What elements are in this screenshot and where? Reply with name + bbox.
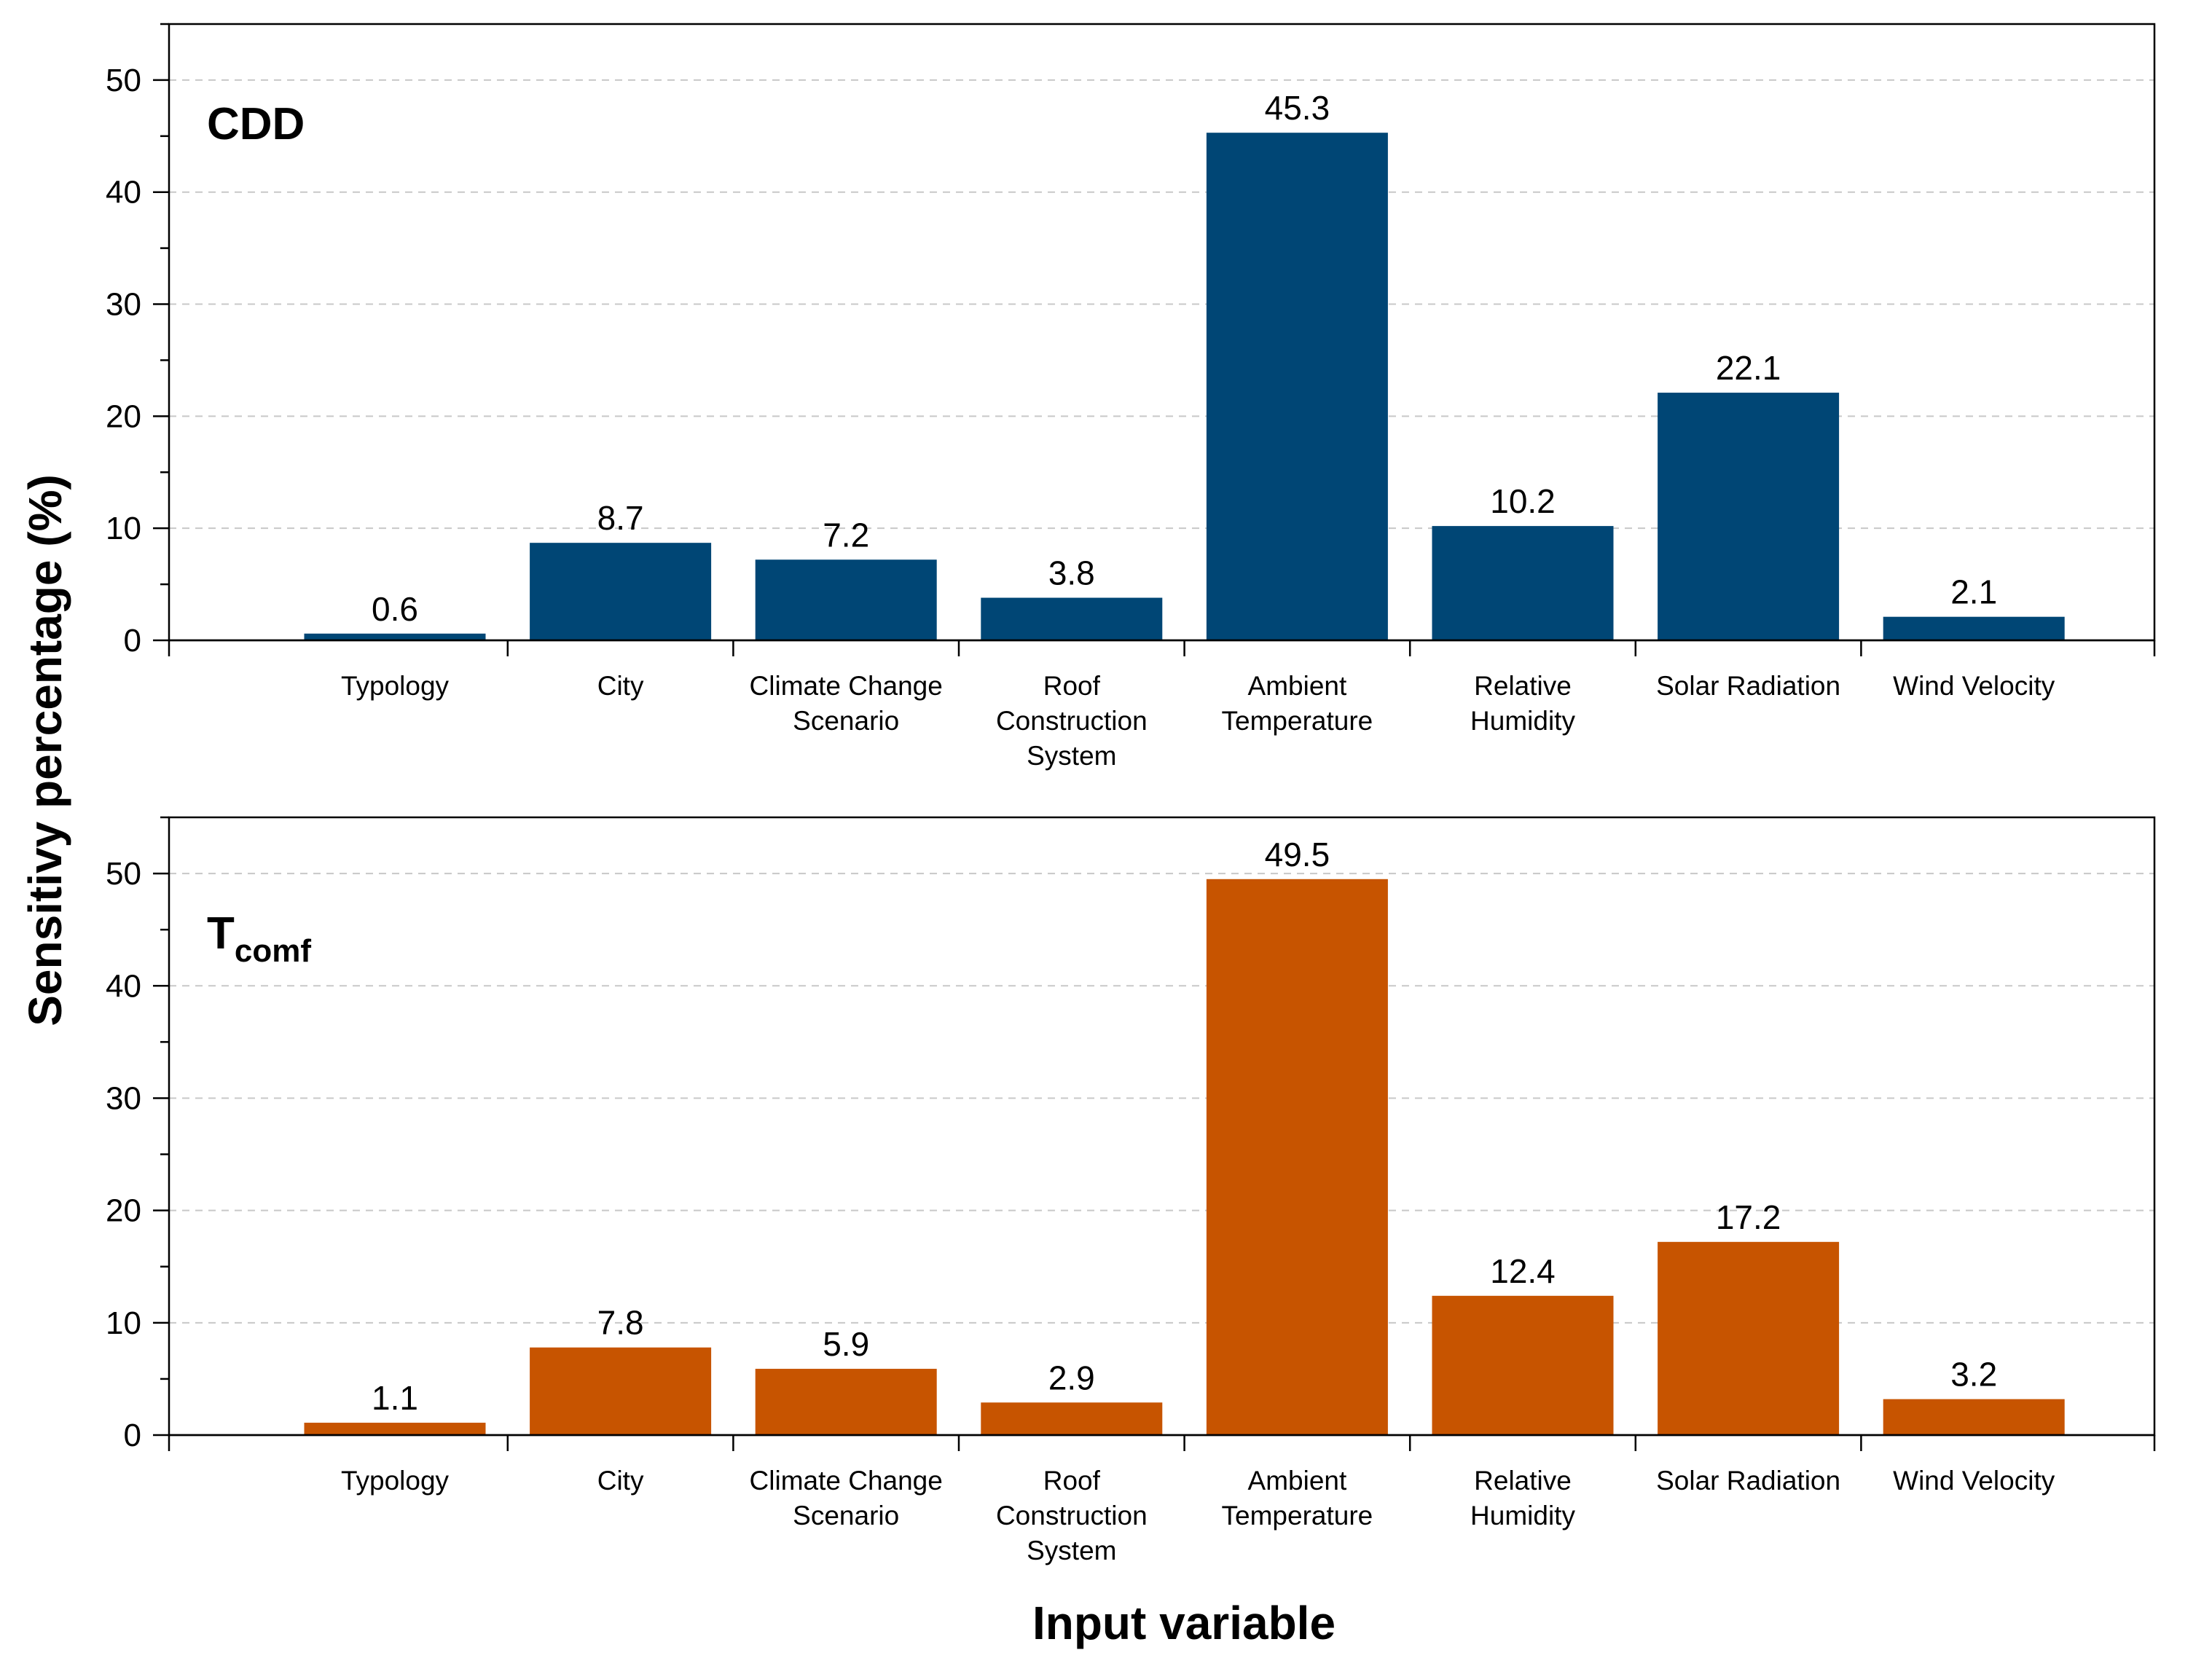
cdd-value-label: 7.2 <box>823 516 869 554</box>
category-label-line: Construction <box>996 1501 1148 1531</box>
tcomf-panel-title: Tcomf <box>207 908 311 969</box>
tcomf-bar <box>1432 1295 1614 1435</box>
cdd-bar <box>530 543 712 640</box>
cdd-category-label: Relative Humidity <box>1470 671 1575 736</box>
cdd-panel-title: CDD <box>207 99 305 149</box>
category-label-line: Humidity <box>1470 1501 1575 1531</box>
y-tick-label: 20 <box>106 398 141 434</box>
y-tick-label: 30 <box>106 1080 141 1116</box>
category-label-line: Scenario <box>793 1501 899 1531</box>
y-tick-label: 0 <box>124 623 141 659</box>
tcomf-value-label: 17.2 <box>1716 1198 1781 1236</box>
cdd-value-label: 8.7 <box>597 499 644 537</box>
category-label-line: Relative <box>1474 1466 1572 1496</box>
tcomf-value-label: 2.9 <box>1048 1359 1095 1396</box>
tcomf-value-label: 12.4 <box>1490 1252 1556 1290</box>
category-label-line: Humidity <box>1470 706 1575 736</box>
tcomf-value-label: 7.8 <box>597 1304 644 1342</box>
tcomf-bar <box>304 1423 486 1435</box>
tcomf-bar <box>1883 1399 2065 1435</box>
tcomf-category-label: Wind Velocity <box>1893 1466 2055 1496</box>
tcomf-value-label: 49.5 <box>1265 836 1330 873</box>
category-label-line: System <box>1027 1536 1116 1565</box>
category-label-line: Temperature <box>1222 1501 1373 1531</box>
category-label-line: Temperature <box>1222 706 1373 736</box>
cdd-bar <box>1883 616 2065 640</box>
cdd-category-label: Roof Construction System <box>996 671 1148 771</box>
tcomf-bar <box>530 1347 712 1435</box>
cdd-value-label: 10.2 <box>1490 482 1556 520</box>
category-label-line: Typology <box>341 671 450 701</box>
tcomf-category-label: Roof Construction System <box>996 1466 1148 1565</box>
category-label-line: City <box>597 1466 644 1496</box>
category-label-line: Typology <box>341 1466 450 1496</box>
cdd-category-label: Typology <box>341 671 450 701</box>
tcomf-category-label: Solar Radiation <box>1656 1466 1840 1496</box>
panel-title-main: CDD <box>207 99 305 149</box>
tcomf-category-label: Relative Humidity <box>1470 1466 1575 1531</box>
y-tick-label: 20 <box>106 1193 141 1229</box>
x-axis-title: Input variable <box>1032 1597 1336 1649</box>
y-tick-label: 40 <box>106 175 141 211</box>
y-tick-label: 50 <box>106 63 141 98</box>
category-label-line: City <box>597 671 644 701</box>
cdd-category-label: City <box>597 671 644 701</box>
category-label-line: System <box>1027 741 1116 771</box>
category-label-line: Climate Change <box>750 671 943 701</box>
y-tick-label: 10 <box>106 1305 141 1341</box>
tcomf-category-label: Typology <box>341 1466 450 1496</box>
cdd-category-label: Wind Velocity <box>1893 671 2055 701</box>
cdd-bar <box>755 559 937 640</box>
cdd-bar <box>1658 393 1840 640</box>
cdd-value-label: 45.3 <box>1265 89 1330 127</box>
category-label-line: Scenario <box>793 706 899 736</box>
tcomf-category-label: Ambient Temperature <box>1222 1466 1373 1531</box>
cdd-bar <box>304 633 486 640</box>
category-label-line: Solar Radiation <box>1656 1466 1840 1496</box>
category-label-line: Wind Velocity <box>1893 671 2055 701</box>
tcomf-bar <box>1206 879 1388 1435</box>
category-label-line: Climate Change <box>750 1466 943 1496</box>
tcomf-value-label: 1.1 <box>372 1379 418 1417</box>
cdd-value-label: 0.6 <box>372 590 418 628</box>
y-tick-label: 30 <box>106 287 141 323</box>
cdd-value-label: 3.8 <box>1048 554 1095 592</box>
cdd-panel: 0.6 8.7 7.2 3.8 45.3 10.2 22.1 2.1 0 10 20 30 40 50 Ty… <box>106 23 2156 771</box>
plot-frame <box>168 816 2156 1437</box>
y-tick-label: 50 <box>106 856 141 892</box>
cdd-bar <box>1206 133 1388 641</box>
category-label-line: Roof <box>1043 1466 1101 1496</box>
cdd-value-label: 2.1 <box>1950 573 1997 611</box>
category-label-line: Wind Velocity <box>1893 1466 2055 1496</box>
y-tick-label: 40 <box>106 968 141 1004</box>
cdd-category-label: Solar Radiation <box>1656 671 1840 701</box>
tcomf-category-label: Climate Change Scenario <box>750 1466 943 1531</box>
panel-title-main: T <box>207 908 235 959</box>
tcomf-bar <box>1658 1241 1840 1435</box>
cdd-bar <box>1432 526 1614 640</box>
category-label-line: Ambient <box>1248 1466 1347 1496</box>
tcomf-value-label: 5.9 <box>823 1325 869 1363</box>
plot-frame <box>168 23 2156 642</box>
category-label-line: Solar Radiation <box>1656 671 1840 701</box>
category-label-line: Roof <box>1043 671 1101 701</box>
panel-title-subscript: comf <box>235 933 311 969</box>
category-label-line: Relative <box>1474 671 1572 701</box>
cdd-value-label: 22.1 <box>1716 349 1781 387</box>
tcomf-category-label: City <box>597 1466 644 1496</box>
category-label-line: Ambient <box>1248 671 1347 701</box>
y-tick-label: 10 <box>106 511 141 546</box>
cdd-category-label: Climate Change Scenario <box>750 671 943 736</box>
tcomf-bar <box>755 1369 937 1435</box>
y-tick-label: 0 <box>124 1418 141 1453</box>
cdd-bar <box>981 597 1163 640</box>
cdd-category-label: Ambient Temperature <box>1222 671 1373 736</box>
tcomf-value-label: 3.2 <box>1950 1356 1997 1394</box>
y-axis-title: Sensitivy percentage (%) <box>19 474 71 1026</box>
tcomf-panel: 1.1 7.8 5.9 2.9 49.5 12.4 17.2 3.2 0 10 20 30 40 50 Ty… <box>106 816 2156 1565</box>
category-label-line: Construction <box>996 706 1148 736</box>
tcomf-bar <box>981 1402 1163 1435</box>
